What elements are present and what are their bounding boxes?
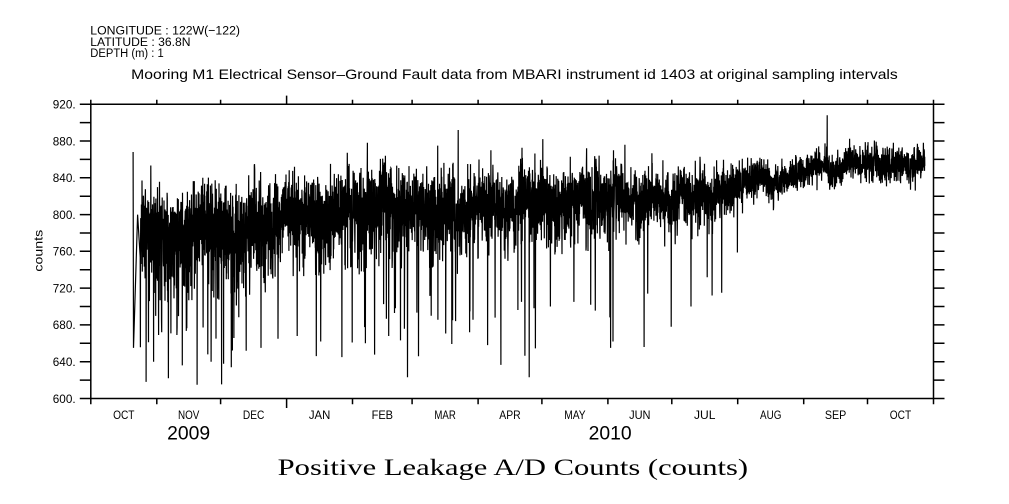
svg-text:OCT: OCT (890, 408, 912, 422)
svg-text:800.: 800. (53, 208, 76, 222)
svg-text:640.: 640. (53, 355, 76, 369)
svg-text:2009: 2009 (167, 424, 210, 445)
svg-text:Positive Leakage A/D Counts (c: Positive Leakage A/D Counts (counts) (278, 455, 748, 480)
svg-text:920.: 920. (53, 98, 76, 112)
svg-text:JUN: JUN (629, 408, 650, 422)
svg-text:LATITUDE : 36.8N: LATITUDE : 36.8N (90, 35, 190, 49)
svg-text:NOV: NOV (178, 408, 200, 422)
svg-text:MAR: MAR (434, 408, 456, 422)
svg-text:840.: 840. (53, 171, 76, 185)
svg-text:600.: 600. (53, 392, 76, 406)
svg-text:JUL: JUL (694, 408, 716, 422)
svg-text:LONGITUDE : 122W(−122): LONGITUDE : 122W(−122) (90, 24, 240, 38)
svg-text:720.: 720. (53, 281, 76, 295)
svg-text:MAY: MAY (564, 408, 585, 422)
svg-text:FEB: FEB (372, 408, 393, 422)
svg-text:DEPTH (m) : 1: DEPTH (m) : 1 (90, 46, 163, 60)
svg-text:2010: 2010 (589, 424, 632, 445)
svg-text:APR: APR (499, 408, 521, 422)
svg-text:OCT: OCT (113, 408, 135, 422)
svg-text:760.: 760. (53, 245, 76, 259)
svg-text:Mooring M1 Electrical Sensor–G: Mooring M1 Electrical Sensor–Ground Faul… (131, 66, 898, 82)
svg-text:680.: 680. (53, 318, 76, 332)
svg-text:JAN: JAN (309, 408, 330, 422)
svg-text:SEP: SEP (825, 408, 846, 422)
svg-text:880.: 880. (53, 134, 76, 148)
svg-text:AUG: AUG (760, 408, 781, 422)
svg-text:counts: counts (32, 230, 46, 272)
svg-text:DEC: DEC (243, 408, 265, 422)
